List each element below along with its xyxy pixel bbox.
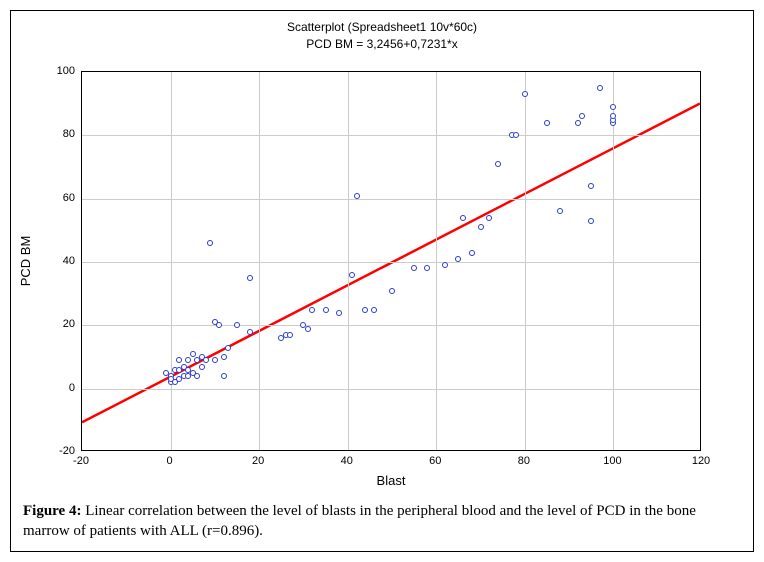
chart-title-line2: PCD BM = 3,2456+0,7231*x xyxy=(11,36,753,53)
gridline-v xyxy=(525,72,526,450)
gridline-v xyxy=(613,72,614,450)
scatter-marker xyxy=(216,322,222,328)
plot-box xyxy=(81,71,701,451)
scatter-marker xyxy=(247,329,253,335)
scatter-marker xyxy=(287,332,293,338)
scatter-marker xyxy=(588,183,594,189)
figure-caption: Figure 4: Linear correlation between the… xyxy=(23,501,741,542)
scatter-marker xyxy=(336,310,342,316)
scatter-marker xyxy=(221,373,227,379)
y-tick-label: 20 xyxy=(63,318,75,330)
scatter-marker xyxy=(486,215,492,221)
x-tick-label: 20 xyxy=(252,455,264,467)
scatter-marker xyxy=(221,354,227,360)
scatter-marker xyxy=(579,113,585,119)
scatter-marker xyxy=(234,322,240,328)
scatter-marker xyxy=(199,364,205,370)
x-tick-label: 40 xyxy=(341,455,353,467)
scatter-marker xyxy=(362,307,368,313)
scatter-marker xyxy=(247,275,253,281)
scatter-marker xyxy=(354,193,360,199)
gridline-v xyxy=(259,72,260,450)
x-tick-label: 60 xyxy=(429,455,441,467)
y-tick-label: -20 xyxy=(59,445,75,457)
scatter-marker xyxy=(610,104,616,110)
scatter-marker xyxy=(478,224,484,230)
gridline-h xyxy=(82,389,700,390)
gridline-v xyxy=(171,72,172,450)
x-tick-label: 100 xyxy=(603,455,621,467)
figure-container: Scatterplot (Spreadsheet1 10v*60c) PCD B… xyxy=(10,10,754,552)
x-tick-label: 0 xyxy=(167,455,173,467)
caption-label: Figure 4: xyxy=(23,503,81,519)
x-tick-label: 80 xyxy=(518,455,530,467)
scatter-marker xyxy=(575,120,581,126)
gridline-h xyxy=(82,135,700,136)
regression-line xyxy=(82,72,700,450)
scatter-marker xyxy=(557,208,563,214)
chart-area: Blast PCD BM -20020406080100120-20020406… xyxy=(81,71,701,451)
gridline-h xyxy=(82,325,700,326)
y-tick-label: 100 xyxy=(57,65,75,77)
scatter-marker xyxy=(513,132,519,138)
gridline-v xyxy=(436,72,437,450)
scatter-marker xyxy=(610,113,616,119)
scatter-marker xyxy=(194,373,200,379)
gridline-v xyxy=(348,72,349,450)
x-axis-label: Blast xyxy=(377,473,406,488)
scatter-marker xyxy=(597,85,603,91)
scatter-marker xyxy=(323,307,329,313)
scatter-marker xyxy=(389,288,395,294)
chart-title-line1: Scatterplot (Spreadsheet1 10v*60c) xyxy=(11,19,753,36)
y-axis-label: PCD BM xyxy=(18,236,33,287)
caption-text: Linear correlation between the level of … xyxy=(23,503,696,539)
scatter-marker xyxy=(305,326,311,332)
scatter-marker xyxy=(212,357,218,363)
x-tick-label: -20 xyxy=(73,455,89,467)
scatter-marker xyxy=(190,351,196,357)
y-tick-label: 40 xyxy=(63,255,75,267)
scatter-marker xyxy=(371,307,377,313)
y-tick-label: 60 xyxy=(63,192,75,204)
y-tick-label: 0 xyxy=(69,382,75,394)
scatter-marker xyxy=(442,262,448,268)
y-tick-label: 80 xyxy=(63,128,75,140)
chart-title-block: Scatterplot (Spreadsheet1 10v*60c) PCD B… xyxy=(11,11,753,53)
scatter-marker xyxy=(176,357,182,363)
scatter-marker xyxy=(522,91,528,97)
scatter-marker xyxy=(349,272,355,278)
scatter-marker xyxy=(588,218,594,224)
gridline-h xyxy=(82,199,700,200)
scatter-marker xyxy=(544,120,550,126)
scatter-marker xyxy=(411,265,417,271)
scatter-marker xyxy=(495,161,501,167)
scatter-marker xyxy=(225,345,231,351)
scatter-marker xyxy=(460,215,466,221)
scatter-marker xyxy=(309,307,315,313)
scatter-marker xyxy=(203,357,209,363)
scatter-marker xyxy=(455,256,461,262)
scatter-marker xyxy=(185,357,191,363)
x-tick-label: 120 xyxy=(692,455,710,467)
scatter-marker xyxy=(424,265,430,271)
scatter-marker xyxy=(207,240,213,246)
scatter-marker xyxy=(469,250,475,256)
gridline-h xyxy=(82,262,700,263)
